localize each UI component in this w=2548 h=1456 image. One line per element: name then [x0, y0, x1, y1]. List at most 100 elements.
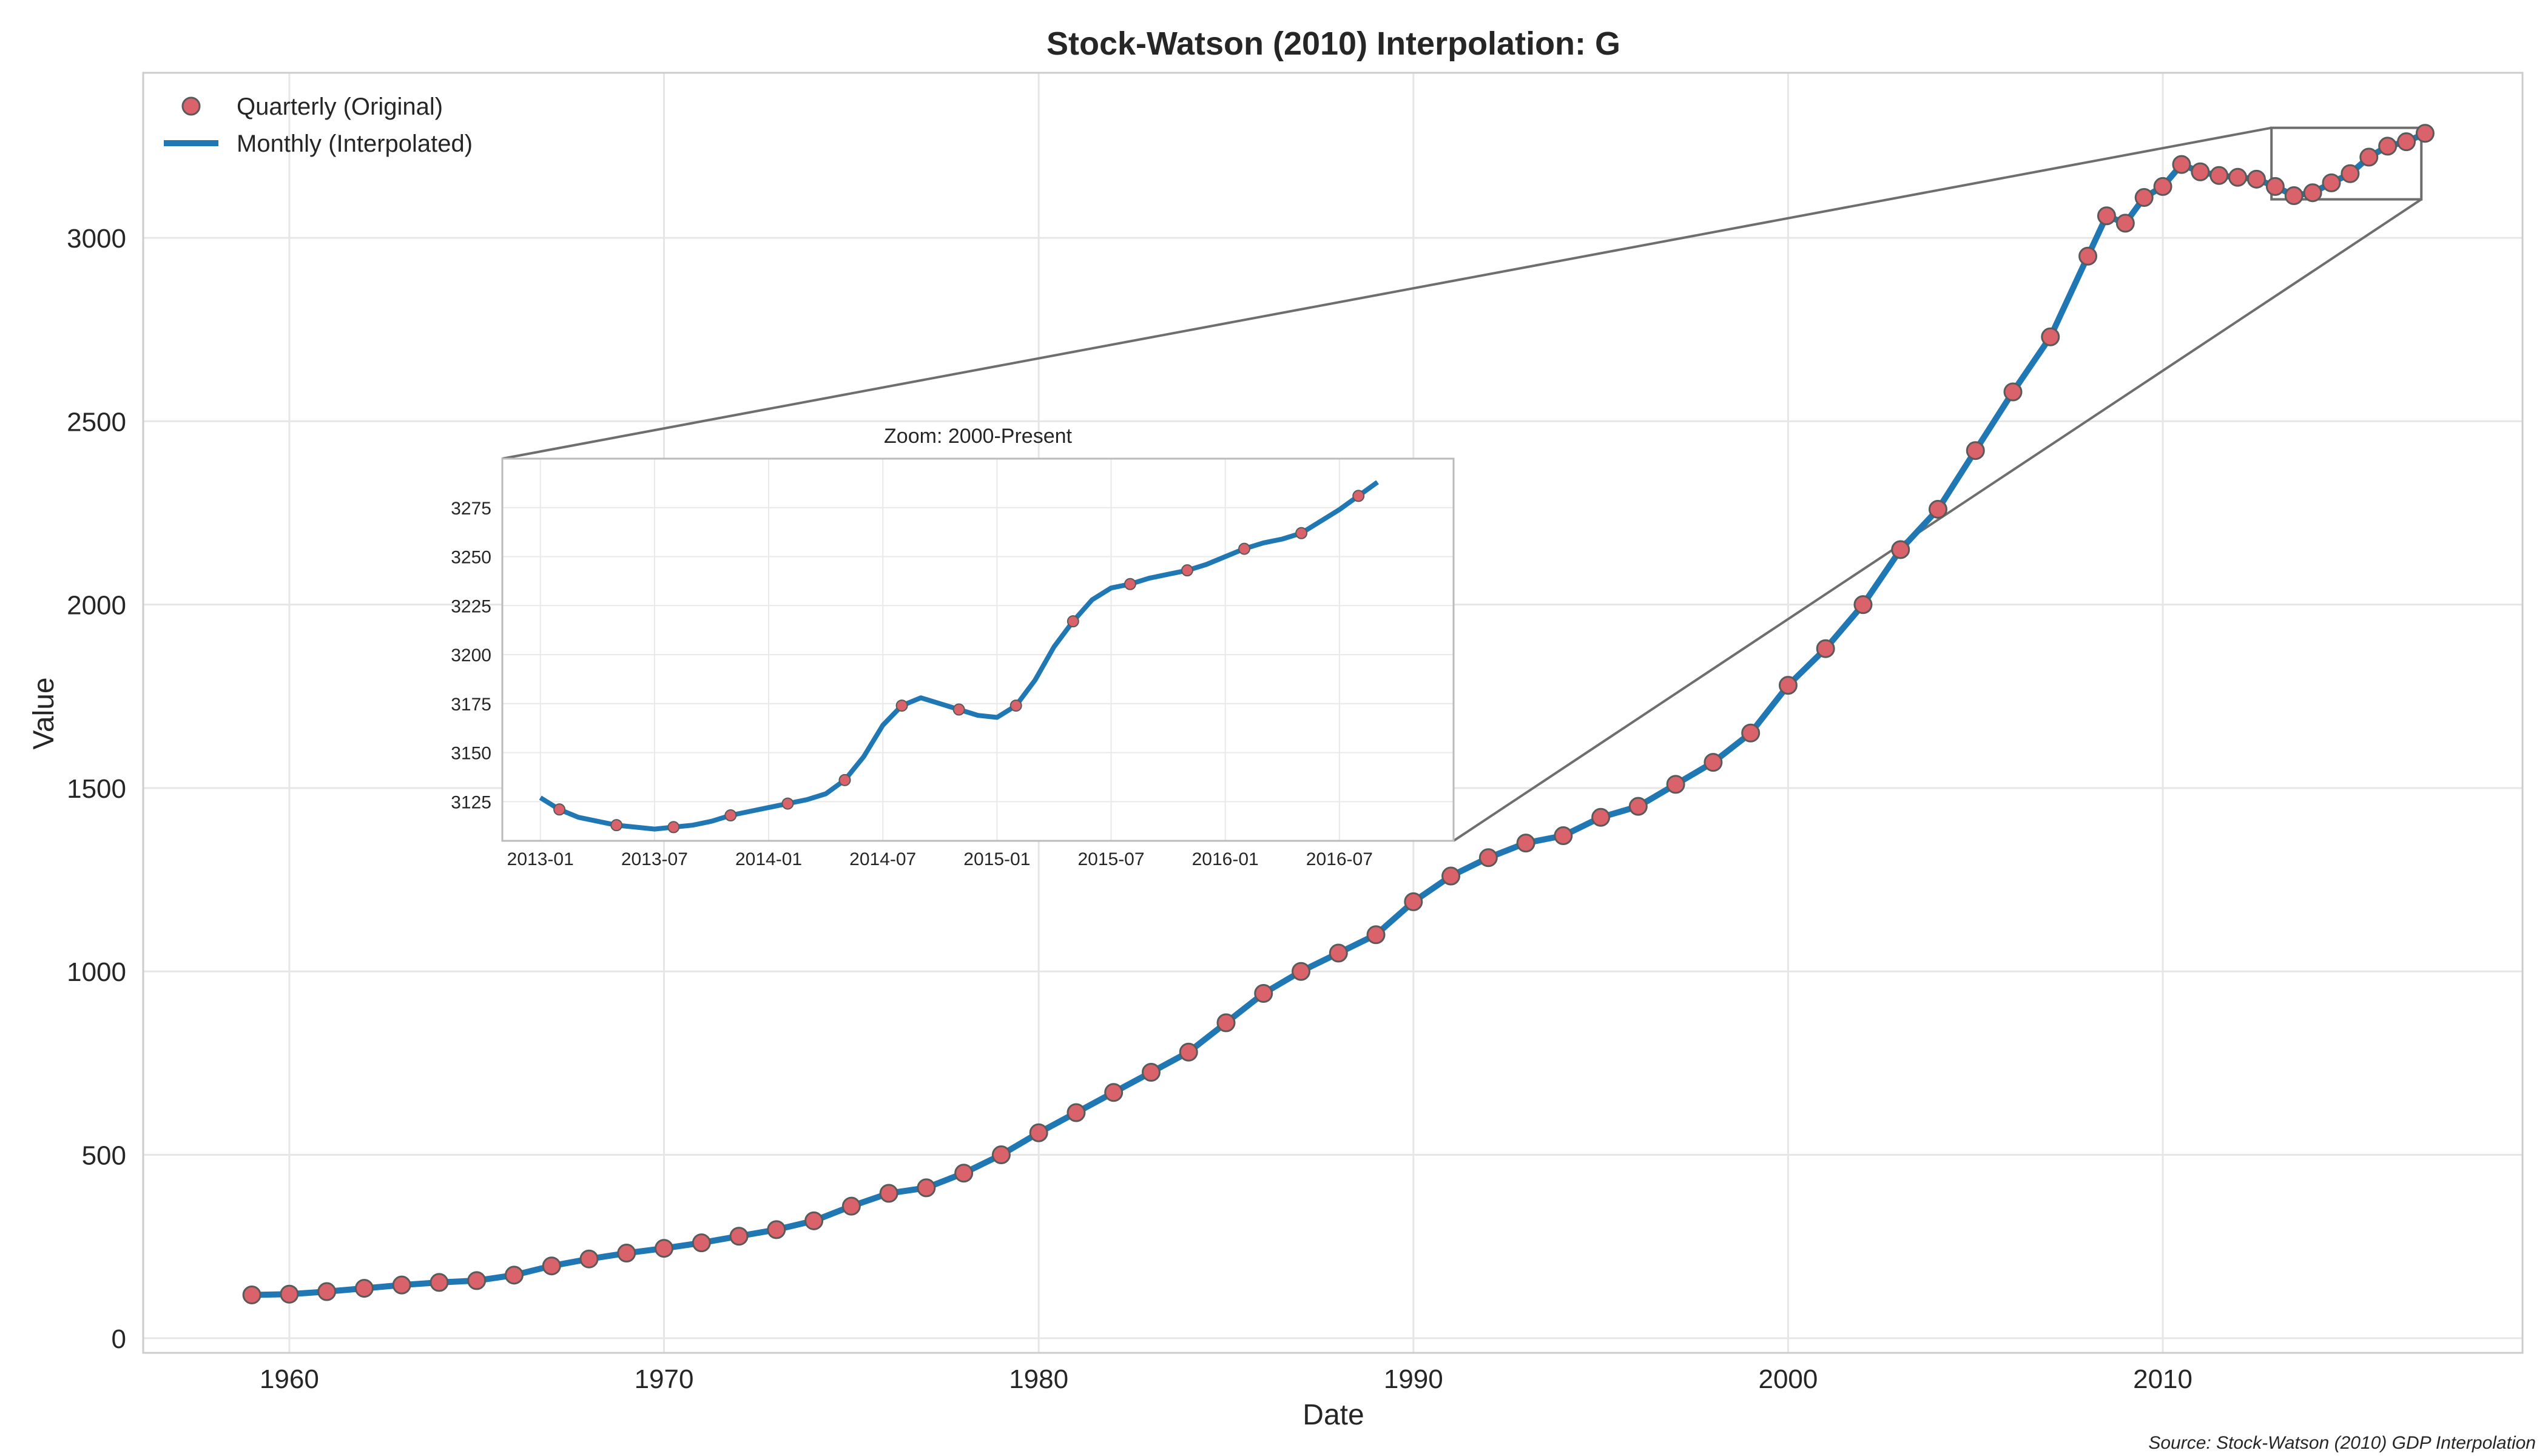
x-tick-labels: 1960 1970 1980 1990 2000 2010 — [260, 1364, 2192, 1394]
quarterly-point — [1029, 1123, 1048, 1142]
legend: Quarterly (Original) Monthly (Interpolat… — [164, 93, 473, 157]
inset-x-tick-label: 2014-07 — [849, 849, 916, 869]
quarterly-point — [1966, 441, 1985, 460]
main-series-markers — [242, 124, 2435, 1304]
y-tick-label: 2000 — [67, 591, 126, 621]
quarterly-point — [579, 1249, 599, 1269]
quarterly-point — [1928, 499, 1947, 519]
quarterly-point — [617, 1244, 636, 1263]
quarterly-point — [1853, 595, 1873, 615]
quarterly-point — [280, 1284, 299, 1304]
quarterly-point — [991, 1145, 1011, 1165]
inset-quarterly-point — [1181, 564, 1193, 577]
quarterly-point — [729, 1227, 749, 1246]
inset-quarterly-point — [952, 703, 965, 716]
quarterly-point — [317, 1282, 337, 1301]
main-plot-frame — [142, 72, 2524, 1354]
inset-quarterly-point — [553, 803, 566, 816]
quarterly-point — [879, 1184, 898, 1203]
inset-quarterly-point — [1124, 578, 1136, 590]
zoom-connector-line — [502, 126, 2272, 460]
quarterly-point — [2284, 186, 2304, 206]
quarterly-point — [2246, 169, 2266, 189]
inset-x-tick-label: 2013-07 — [621, 849, 688, 869]
quarterly-point — [1554, 826, 1573, 846]
quarterly-point — [2265, 177, 2285, 196]
y-tick-label: 3000 — [67, 224, 126, 254]
y-tick-labels: 0 500 1000 1500 2000 2500 3000 — [67, 224, 126, 1354]
inset-quarterly-point — [1295, 527, 1308, 539]
quarterly-point — [1741, 723, 1761, 743]
inset-y-tick-label: 3275 — [451, 499, 491, 519]
legend-marker-quarterly — [181, 96, 201, 116]
quarterly-point — [2209, 166, 2229, 185]
inset-quarterly-point — [1067, 615, 1079, 628]
inset-quarterly-point — [895, 699, 908, 712]
y-axis-label: Value — [28, 677, 60, 749]
quarterly-point — [1141, 1062, 1161, 1082]
inset-series-markers — [553, 490, 1365, 834]
quarterly-point — [1778, 676, 1798, 695]
x-tick-label: 2000 — [1758, 1364, 1818, 1394]
quarterly-point — [467, 1271, 487, 1290]
inset-frame — [501, 457, 1455, 842]
quarterly-point — [1292, 962, 1311, 981]
quarterly-point — [430, 1273, 449, 1292]
quarterly-point — [2359, 147, 2379, 167]
quarterly-point — [1478, 848, 1498, 868]
x-tick-label: 1960 — [260, 1364, 319, 1394]
quarterly-point — [1254, 984, 1273, 1003]
inset-quarterly-point — [1009, 699, 1022, 712]
inset-x-tick-labels: 2013-01 2013-07 2014-01 2014-07 2015-01 2015-… — [507, 849, 1373, 869]
quarterly-point — [2003, 382, 2023, 402]
quarterly-point — [1891, 540, 1910, 559]
quarterly-point — [392, 1275, 411, 1295]
legend-label-monthly: Monthly (Interpolated) — [237, 130, 473, 157]
inset-y-tick-label: 3175 — [451, 695, 491, 715]
quarterly-point — [2041, 327, 2060, 346]
quarterly-point — [1591, 807, 1611, 827]
inset-quarterly-point — [667, 821, 680, 834]
x-tick-label: 1990 — [1384, 1364, 1443, 1394]
quarterly-point — [2415, 124, 2435, 143]
x-tick-label: 2010 — [2133, 1364, 2192, 1394]
inset-x-tick-label: 2015-07 — [1077, 849, 1144, 869]
quarterly-point — [2153, 177, 2172, 196]
x-axis-label: Date — [1303, 1399, 1364, 1431]
quarterly-point — [1816, 639, 1835, 658]
quarterly-point — [2097, 206, 2116, 226]
inset-y-tick-label: 3250 — [451, 548, 491, 568]
inset-y-tick-label: 3125 — [451, 792, 491, 812]
legend-label-quarterly: Quarterly (Original) — [237, 93, 443, 120]
inset-y-tick-labels: 3125 3150 3175 3200 3225 3250 3275 — [451, 499, 491, 813]
quarterly-point — [2397, 132, 2416, 152]
inset-quarterly-point — [1352, 490, 1365, 502]
inset-x-tick-label: 2016-07 — [1306, 849, 1373, 869]
quarterly-point — [2115, 214, 2135, 233]
quarterly-point — [504, 1266, 524, 1285]
quarterly-point — [841, 1196, 861, 1216]
inset-x-tick-label: 2014-01 — [735, 849, 802, 869]
quarterly-point — [2303, 183, 2322, 203]
y-tick-label: 2500 — [67, 407, 126, 437]
quarterly-point — [1329, 943, 1348, 963]
inset-y-tick-label: 3200 — [451, 645, 491, 666]
inset-title: Zoom: 2000-Present — [884, 425, 1072, 448]
quarterly-point — [1404, 892, 1423, 911]
inset-x-tick-label: 2015-01 — [963, 849, 1030, 869]
inset-quarterly-point — [838, 774, 851, 786]
quarterly-point — [954, 1164, 974, 1183]
quarterly-point — [804, 1211, 824, 1230]
quarterly-point — [2341, 164, 2360, 183]
quarterly-point — [242, 1285, 261, 1304]
quarterly-point — [1704, 753, 1723, 772]
inset-y-tick-label: 3225 — [451, 596, 491, 616]
quarterly-point — [692, 1233, 711, 1253]
quarterly-point — [1104, 1083, 1124, 1102]
inset-x-tick-label: 2013-01 — [507, 849, 574, 869]
inset-background — [502, 459, 1454, 841]
y-tick-label: 0 — [112, 1324, 126, 1354]
quarterly-point — [1216, 1013, 1236, 1033]
